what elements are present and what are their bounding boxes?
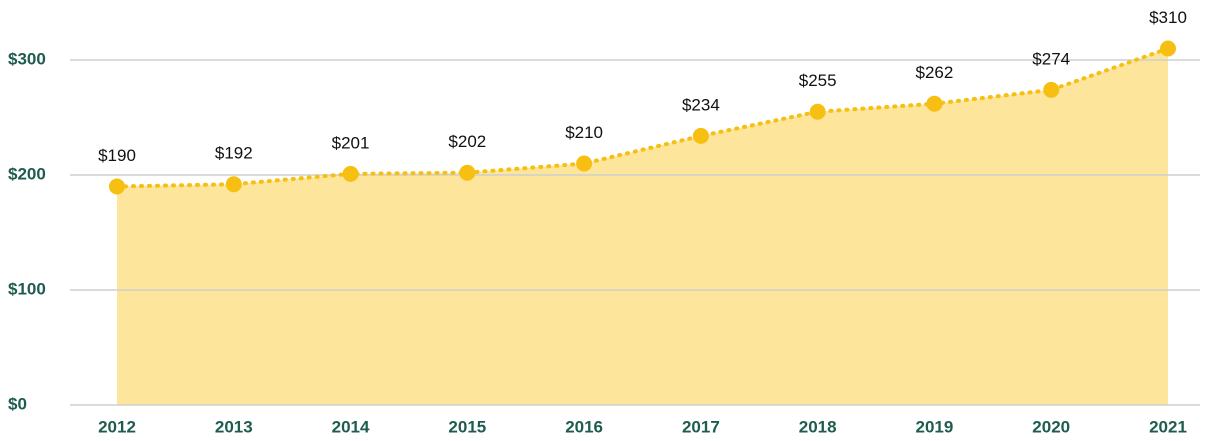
marker bbox=[459, 164, 476, 181]
y-tick-label: $200 bbox=[8, 164, 46, 183]
data-label: $190 bbox=[98, 146, 136, 165]
y-tick-label: $0 bbox=[8, 394, 27, 413]
marker bbox=[809, 103, 826, 120]
marker bbox=[342, 165, 359, 182]
data-label: $274 bbox=[1032, 49, 1070, 68]
x-tick-label: 2012 bbox=[98, 417, 136, 436]
data-label: $234 bbox=[682, 95, 720, 114]
y-tick-label: $300 bbox=[8, 49, 46, 68]
data-label: $201 bbox=[332, 133, 370, 152]
x-tick-label: 2015 bbox=[448, 417, 486, 436]
marker bbox=[109, 178, 125, 195]
marker bbox=[926, 95, 943, 112]
x-tick-label: 2020 bbox=[1032, 417, 1070, 436]
y-tick-label: $100 bbox=[8, 279, 46, 298]
line bbox=[115, 46, 1170, 189]
x-tick-label: 2014 bbox=[332, 417, 370, 436]
marker bbox=[225, 176, 242, 193]
data-label: $192 bbox=[215, 144, 253, 163]
data-label: $310 bbox=[1149, 8, 1187, 27]
area bbox=[117, 48, 1168, 405]
x-tick-label: 2017 bbox=[682, 417, 720, 436]
x-tick-label: 2018 bbox=[799, 417, 837, 436]
data-label: $202 bbox=[448, 132, 486, 151]
marker bbox=[1160, 40, 1176, 57]
marker bbox=[692, 127, 709, 144]
marker bbox=[576, 155, 593, 172]
x-tick-label: 2021 bbox=[1149, 417, 1187, 436]
x-tick-label: 2019 bbox=[916, 417, 954, 436]
marker bbox=[1043, 81, 1060, 98]
data-label: $210 bbox=[565, 123, 603, 142]
data-label: $262 bbox=[916, 63, 954, 82]
x-tick-label: 2016 bbox=[565, 417, 603, 436]
x-tick-label: 2013 bbox=[215, 417, 253, 436]
data-label: $255 bbox=[799, 71, 837, 90]
